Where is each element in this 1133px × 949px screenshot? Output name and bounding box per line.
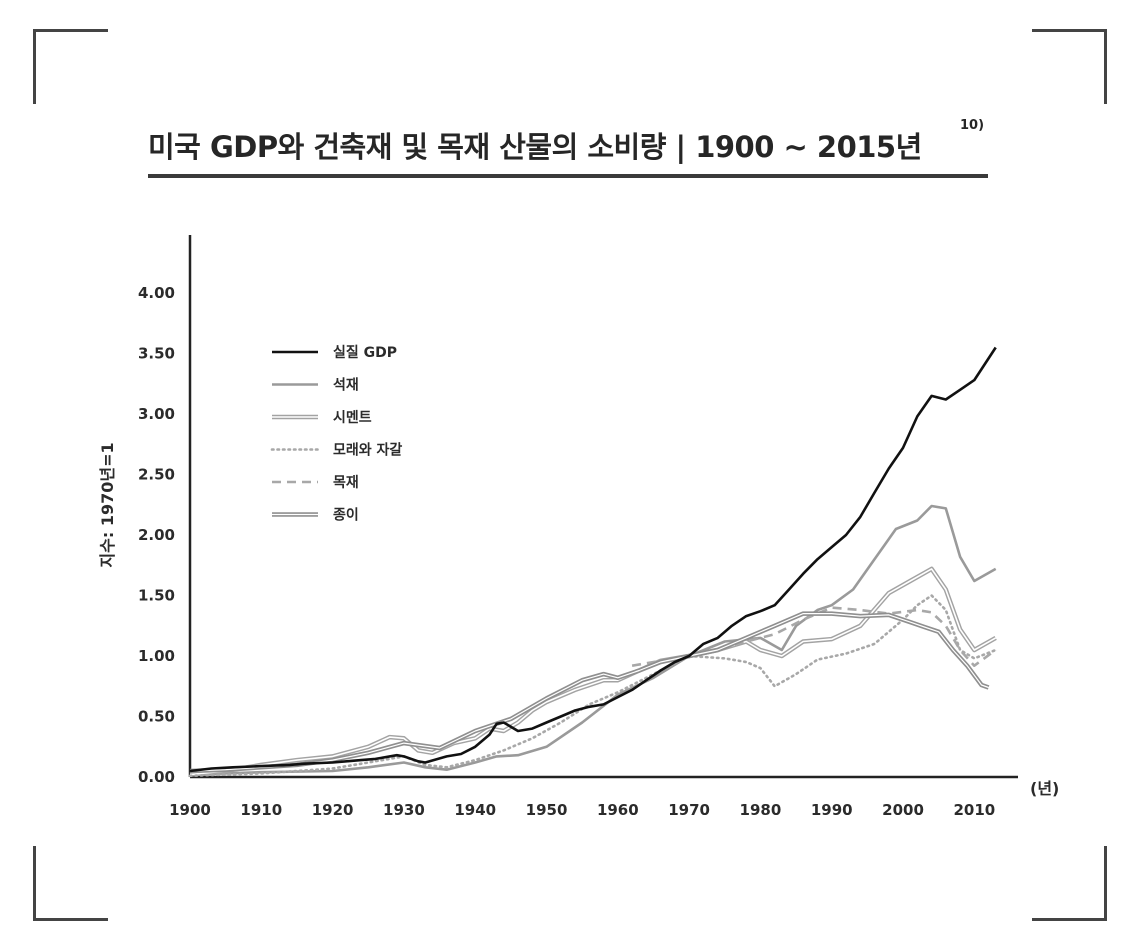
legend-label: 시멘트 <box>333 410 372 426</box>
footnote-marker: 10) <box>960 118 985 133</box>
y-tick-label: 3.50 <box>138 345 175 363</box>
y-axis-label: 지수: 1970년=1 <box>98 442 117 567</box>
x-tick-label: 1910 <box>240 801 282 819</box>
y-tick-label: 2.00 <box>138 526 175 544</box>
chart-header: 미국 GDP와 건축재 및 목재 산물의 소비량 | 1900 ~ 2015년 … <box>148 118 988 178</box>
legend-item: 실질 GDP <box>272 345 397 361</box>
series-path <box>189 566 997 777</box>
y-tick-label: 4.00 <box>138 284 175 302</box>
series-line-6 <box>189 611 990 774</box>
y-tick-label: 2.50 <box>138 466 175 484</box>
title-underline <box>148 174 988 178</box>
x-tick-label: 2010 <box>953 801 995 819</box>
frame-corner-top-right <box>1032 29 1107 104</box>
chart-axes: 0.00 0.50 1.00 1.50 2.00 2.50 3.00 3.50 4.00 1900… <box>138 235 1018 819</box>
legend-item: 종이 <box>272 507 359 524</box>
x-tick-label: 2000 <box>882 801 924 819</box>
series-path <box>189 568 997 776</box>
chart-series <box>188 346 998 778</box>
series-path <box>189 612 989 772</box>
series-line-1 <box>189 346 997 773</box>
frame-corner-bottom-right <box>1032 846 1107 921</box>
legend-label: 석재 <box>333 378 359 394</box>
legend-label: 목재 <box>333 475 359 491</box>
x-tick-label: 1930 <box>383 801 425 819</box>
legend-label: 실질 GDP <box>333 345 397 361</box>
legend-item: 목재 <box>272 475 359 491</box>
legend-item: 시멘트 <box>272 410 372 426</box>
x-tick-label: 1960 <box>597 801 639 819</box>
y-tick-label: 1.50 <box>138 587 175 605</box>
series-path <box>189 504 997 776</box>
y-tick-label: 1.00 <box>138 647 175 665</box>
x-tick-label: 1900 <box>169 801 211 819</box>
series-line-3 <box>189 566 997 777</box>
y-tick-label: 0.00 <box>138 768 175 786</box>
x-tick-label: 1950 <box>526 801 568 819</box>
chart-title: 미국 GDP와 건축재 및 목재 산물의 소비량 | 1900 ~ 2015년 <box>148 130 922 164</box>
legend-item: 모래와 자갈 <box>270 442 402 459</box>
y-tick-label: 3.00 <box>138 405 175 423</box>
x-axis-label: (년) <box>1030 779 1059 798</box>
x-tick-label: 1940 <box>454 801 496 819</box>
series-path <box>189 611 990 774</box>
x-tick-label: 1920 <box>312 801 354 819</box>
y-tick-label: 0.50 <box>138 708 175 726</box>
frame-corner-top-left <box>33 29 108 104</box>
legend-item: 석재 <box>272 378 359 394</box>
legend-label: 모래와 자갈 <box>333 442 402 459</box>
series-line-2 <box>189 504 997 776</box>
x-tick-label: 1970 <box>668 801 710 819</box>
frame-corner-bottom-left <box>33 846 108 921</box>
x-tick-label: 1990 <box>811 801 853 819</box>
series-path <box>189 346 997 773</box>
legend-label: 종이 <box>333 507 359 524</box>
x-tick-label: 1980 <box>740 801 782 819</box>
